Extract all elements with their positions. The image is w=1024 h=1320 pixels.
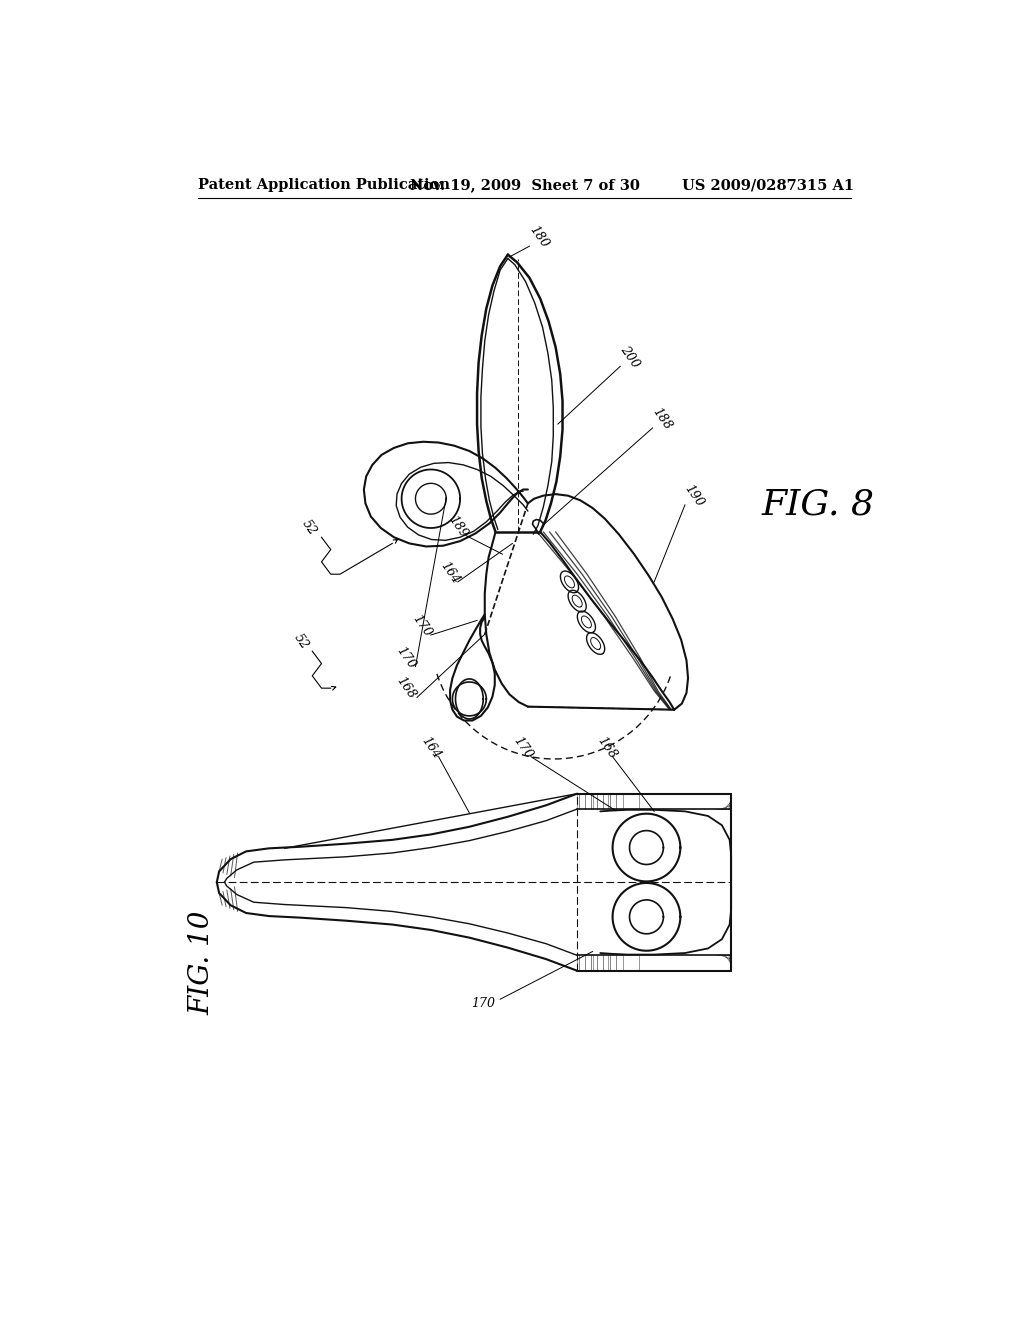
Text: 168: 168: [394, 675, 419, 702]
Text: FIG. 8: FIG. 8: [762, 488, 874, 521]
Text: 170: 170: [511, 734, 536, 762]
Text: 52: 52: [292, 632, 311, 652]
Text: 164: 164: [438, 560, 462, 586]
Text: FIG. 10: FIG. 10: [188, 911, 215, 1015]
Text: 190: 190: [682, 482, 707, 510]
Text: Nov. 19, 2009  Sheet 7 of 30: Nov. 19, 2009 Sheet 7 of 30: [410, 178, 640, 193]
Text: 168: 168: [594, 734, 618, 762]
Text: 170: 170: [394, 644, 419, 671]
Text: 164: 164: [419, 734, 443, 762]
Text: 189: 189: [445, 513, 470, 540]
Text: 170: 170: [410, 612, 434, 639]
Text: 52: 52: [299, 517, 319, 539]
Text: 180: 180: [526, 223, 551, 251]
Text: 170: 170: [471, 998, 496, 1010]
Text: US 2009/0287315 A1: US 2009/0287315 A1: [682, 178, 854, 193]
Text: 200: 200: [617, 343, 642, 371]
Text: 188: 188: [649, 405, 674, 432]
Text: Patent Application Publication: Patent Application Publication: [199, 178, 451, 193]
